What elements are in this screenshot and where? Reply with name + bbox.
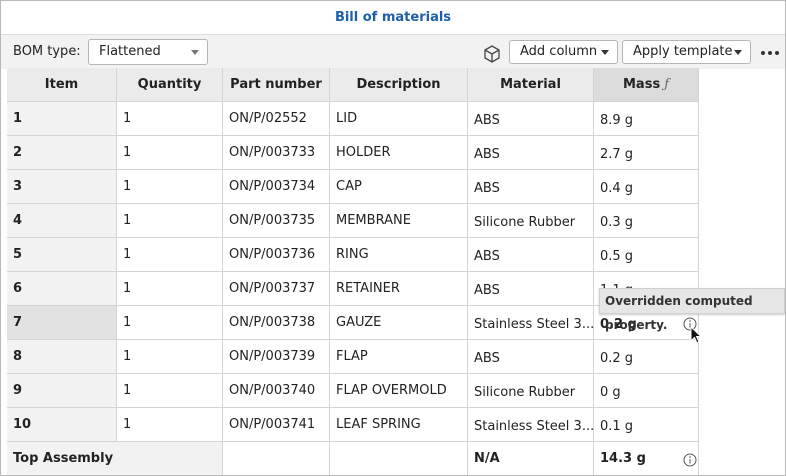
table-cell: ON/P/003741 bbox=[223, 408, 330, 442]
more-menu[interactable] bbox=[760, 49, 782, 57]
column-header[interactable]: Description bbox=[330, 68, 468, 102]
table-cell: ABS bbox=[468, 340, 594, 374]
table-cell: MEMBRANE bbox=[330, 204, 468, 238]
table-cell: 1 bbox=[117, 306, 223, 340]
table-cell: 0 g bbox=[594, 374, 699, 408]
table-cell: 1 bbox=[117, 204, 223, 238]
table-cell: 1 bbox=[117, 374, 223, 408]
table-cell: ON/P/003734 bbox=[223, 170, 330, 204]
package-icon[interactable] bbox=[482, 43, 502, 63]
column-header[interactable]: Massƒ bbox=[594, 68, 699, 102]
table-cell: 8.9 g bbox=[594, 102, 699, 136]
table-cell: Stainless Steel 3... bbox=[468, 306, 594, 340]
table-cell: ON/P/003733 bbox=[223, 136, 330, 170]
item-cell: 3 bbox=[7, 170, 117, 204]
table-cell: 0.5 g bbox=[594, 238, 699, 272]
table-cell: FLAP bbox=[330, 340, 468, 374]
add-column-button[interactable]: Add column bbox=[509, 40, 618, 64]
column-header[interactable]: Quantity bbox=[117, 68, 223, 102]
column-header-text: Part number bbox=[230, 77, 322, 92]
table-cell: 0.2 g bbox=[594, 340, 699, 374]
tooltip: Overridden computed property. bbox=[599, 288, 785, 314]
table-cell: LID bbox=[330, 102, 468, 136]
table-cell: RETAINER bbox=[330, 272, 468, 306]
item-cell: 1 bbox=[7, 102, 117, 136]
table-cell: 1 bbox=[117, 340, 223, 374]
table-cell: ON/P/02552 bbox=[223, 102, 330, 136]
table-cell: 0.1 g bbox=[594, 408, 699, 442]
table-cell: 1 bbox=[117, 272, 223, 306]
table-cell: CAP bbox=[330, 170, 468, 204]
table-cell: 2.7 g bbox=[594, 136, 699, 170]
table-cell: Silicone Rubber bbox=[468, 374, 594, 408]
table-cell: 1 bbox=[117, 238, 223, 272]
empty-cell bbox=[223, 442, 330, 476]
bom-type-select[interactable]: Flattened bbox=[88, 39, 208, 65]
apply-template-button[interactable]: Apply template bbox=[622, 40, 751, 64]
table-cell: ON/P/003738 bbox=[223, 306, 330, 340]
table-cell: 1 bbox=[117, 170, 223, 204]
table-cell: ON/P/003735 bbox=[223, 204, 330, 238]
table-cell: ON/P/003739 bbox=[223, 340, 330, 374]
table-cell: RING bbox=[330, 238, 468, 272]
column-header-text: Material bbox=[500, 77, 561, 92]
caret bbox=[734, 50, 742, 55]
column-header-text: Mass bbox=[623, 77, 660, 92]
table-cell: 1 bbox=[117, 136, 223, 170]
table-cell: 0.3 g bbox=[594, 204, 699, 238]
item-cell: 9 bbox=[7, 374, 117, 408]
toolbar: BOM type: Flattened Add column Apply tem… bbox=[1, 35, 785, 69]
mouse-cursor bbox=[690, 326, 704, 346]
panel-title: Bill of materials bbox=[1, 1, 785, 35]
item-cell: 8 bbox=[7, 340, 117, 374]
select-caret bbox=[191, 50, 199, 55]
column-header[interactable]: Part number bbox=[223, 68, 330, 102]
bom-type-value: Flattened bbox=[99, 44, 161, 59]
table-cell: LEAF SPRING bbox=[330, 408, 468, 442]
column-header-text: Quantity bbox=[138, 77, 202, 92]
table-cell: 0.4 g bbox=[594, 170, 699, 204]
formula-mark: ƒ bbox=[664, 77, 669, 92]
table-cell: 1 bbox=[117, 408, 223, 442]
table-cell: ABS bbox=[468, 238, 594, 272]
table-cell: GAUZE bbox=[330, 306, 468, 340]
table-cell: Silicone Rubber bbox=[468, 204, 594, 238]
item-cell: 6 bbox=[7, 272, 117, 306]
table-cell: ON/P/003736 bbox=[223, 238, 330, 272]
add-column-text: Add column bbox=[520, 44, 597, 59]
table-cell: ON/P/003737 bbox=[223, 272, 330, 306]
table-cell: ABS bbox=[468, 170, 594, 204]
bom-type-label: BOM type: bbox=[13, 35, 81, 69]
info-icon[interactable] bbox=[683, 453, 697, 467]
item-cell: 5 bbox=[7, 238, 117, 272]
total-label: Top Assembly bbox=[7, 442, 117, 476]
total-material: N/A bbox=[468, 442, 594, 476]
empty-cell bbox=[330, 442, 468, 476]
apply-template-text: Apply template bbox=[633, 44, 733, 59]
item-cell: 4 bbox=[7, 204, 117, 238]
table-cell: 1 bbox=[117, 102, 223, 136]
column-header-text: Description bbox=[356, 77, 440, 92]
table-cell: ABS bbox=[468, 272, 594, 306]
table-cell: FLAP OVERMOLD bbox=[330, 374, 468, 408]
table-cell: ABS bbox=[468, 102, 594, 136]
empty-cell bbox=[117, 442, 223, 476]
column-header-text: Item bbox=[45, 77, 78, 92]
caret bbox=[601, 50, 609, 55]
table-cell: Stainless Steel 3... bbox=[468, 408, 594, 442]
column-header[interactable]: Material bbox=[468, 68, 594, 102]
table-cell: ABS bbox=[468, 136, 594, 170]
column-header[interactable]: Item bbox=[7, 68, 117, 102]
item-cell: 10 bbox=[7, 408, 117, 442]
item-cell: 2 bbox=[7, 136, 117, 170]
item-cell: 7 bbox=[7, 306, 117, 340]
table-cell: ON/P/003740 bbox=[223, 374, 330, 408]
table-cell: HOLDER bbox=[330, 136, 468, 170]
